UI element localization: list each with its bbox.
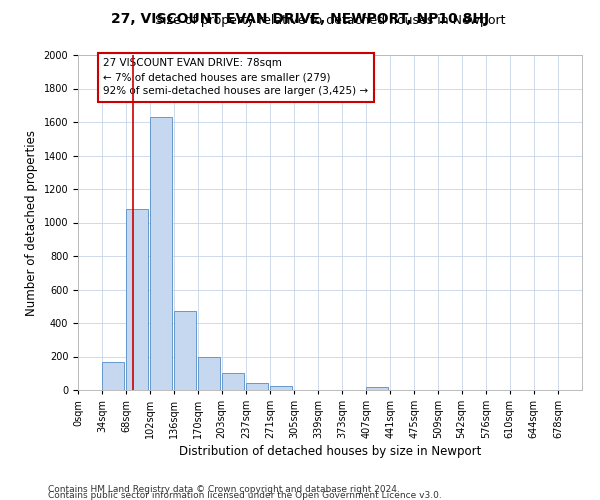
Bar	[174, 312, 196, 390]
Text: Contains HM Land Registry data © Crown copyright and database right 2024.: Contains HM Land Registry data © Crown c…	[48, 484, 400, 494]
Text: Contains public sector information licensed under the Open Government Licence v3: Contains public sector information licen…	[48, 490, 442, 500]
Text: 27 VISCOUNT EVAN DRIVE: 78sqm
← 7% of detached houses are smaller (279)
92% of s: 27 VISCOUNT EVAN DRIVE: 78sqm ← 7% of de…	[103, 58, 368, 96]
Bar	[199, 356, 220, 390]
Bar	[246, 384, 268, 390]
X-axis label: Distribution of detached houses by size in Newport: Distribution of detached houses by size …	[179, 446, 481, 458]
Bar	[366, 388, 388, 390]
Bar	[102, 362, 124, 390]
Text: 27, VISCOUNT EVAN DRIVE, NEWPORT, NP10 8HJ: 27, VISCOUNT EVAN DRIVE, NEWPORT, NP10 8…	[111, 12, 489, 26]
Y-axis label: Number of detached properties: Number of detached properties	[25, 130, 38, 316]
Bar	[150, 117, 172, 390]
Bar	[270, 386, 292, 390]
Bar	[221, 373, 244, 390]
Title: Size of property relative to detached houses in Newport: Size of property relative to detached ho…	[155, 14, 505, 28]
Bar	[126, 209, 148, 390]
